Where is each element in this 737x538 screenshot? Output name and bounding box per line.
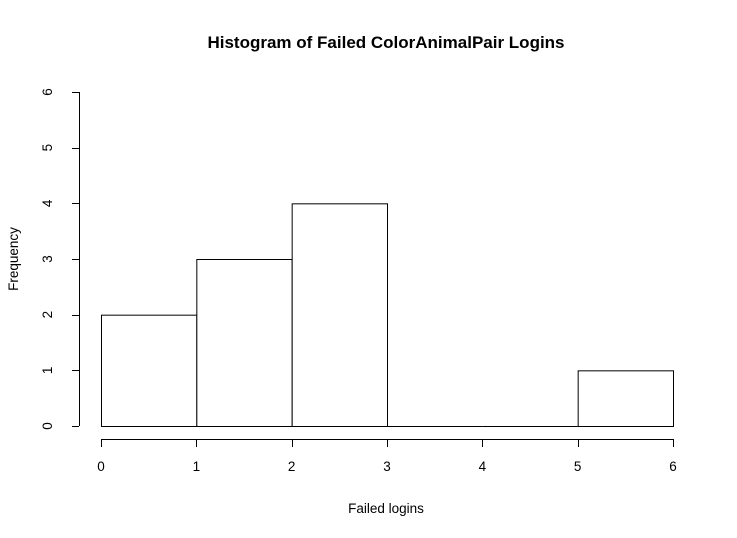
y-axis-label: Frequency <box>6 227 21 291</box>
bars-group <box>101 203 675 428</box>
y-axis: 0 1 2 3 4 5 6 <box>40 88 80 430</box>
y-tick-label-5: 5 <box>40 144 55 152</box>
x-tick-label-3: 3 <box>383 459 391 474</box>
histogram-bar-2 <box>291 203 388 427</box>
histogram-bar-0 <box>101 314 198 427</box>
x-axis-label: Failed logins <box>348 501 424 516</box>
x-tick-label-0: 0 <box>97 459 105 474</box>
x-axis: 0 1 2 3 4 5 6 <box>97 439 677 474</box>
x-tick-label-4: 4 <box>479 459 487 474</box>
histogram-bar-1 <box>196 259 293 427</box>
y-tick-label-0: 0 <box>40 422 55 430</box>
x-tick-label-5: 5 <box>574 459 582 474</box>
y-tick-label-4: 4 <box>40 199 55 207</box>
histogram-bar-5 <box>577 370 675 428</box>
x-tick-label-2: 2 <box>288 459 296 474</box>
y-tick-label-2: 2 <box>40 311 55 319</box>
y-tick-label-3: 3 <box>40 255 55 263</box>
x-tick-label-6: 6 <box>669 459 677 474</box>
chart-title: Histogram of Failed ColorAnimalPair Logi… <box>207 33 564 52</box>
y-tick-label-1: 1 <box>40 367 55 375</box>
x-tick-label-1: 1 <box>193 459 201 474</box>
y-tick-label-6: 6 <box>40 88 55 96</box>
